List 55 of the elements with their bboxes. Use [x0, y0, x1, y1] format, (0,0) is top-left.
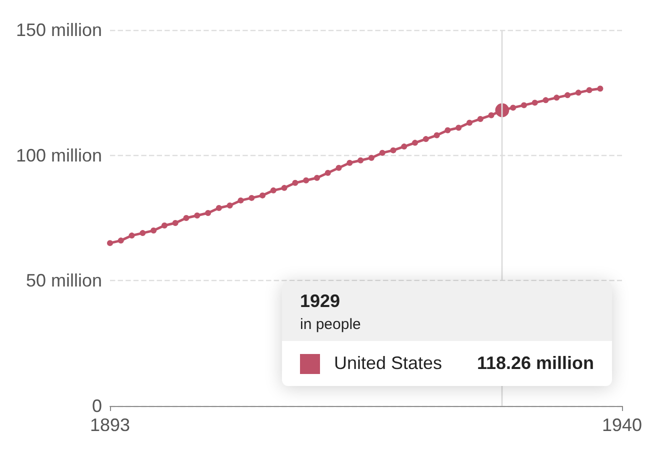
point: [226, 202, 233, 208]
point: [270, 187, 276, 194]
point: [422, 136, 429, 142]
annotation: 118.26 million: [476, 353, 594, 374]
point: [281, 184, 288, 191]
point: [532, 100, 538, 106]
y-tick-label: 0: [92, 396, 102, 416]
point: [194, 212, 200, 218]
point: [140, 230, 146, 236]
point: [324, 170, 331, 176]
x-tick-label: 1940: [602, 415, 642, 435]
point: [248, 194, 255, 201]
annotation: 1929: [300, 291, 342, 312]
point: [554, 94, 560, 101]
point: [358, 157, 364, 164]
point: [303, 177, 310, 184]
point: [379, 150, 386, 156]
point: [575, 90, 582, 96]
point: [314, 174, 320, 181]
y-tick-label: 150 million: [16, 20, 102, 40]
point: [444, 127, 451, 134]
point: [128, 232, 135, 239]
point: [520, 102, 527, 108]
x-tick-label: 1893: [90, 415, 130, 435]
point: [401, 144, 408, 150]
point: [260, 192, 266, 198]
y-tick-label: 100 million: [16, 145, 102, 166]
point: [488, 112, 494, 118]
point: [336, 164, 342, 171]
point: [390, 147, 396, 154]
point: [477, 116, 484, 122]
annotation: in people: [300, 316, 362, 333]
legend-label: United States: [334, 353, 442, 374]
point: [292, 180, 298, 186]
point: [434, 132, 440, 138]
point: [542, 97, 549, 104]
point: [205, 210, 212, 216]
point: [150, 228, 157, 234]
point: [118, 238, 124, 244]
point: [172, 220, 178, 226]
point: [586, 87, 592, 94]
point: [161, 222, 168, 229]
point: [346, 160, 353, 166]
y-tick-label: 50 million: [26, 270, 102, 291]
point: [368, 154, 374, 161]
point: [412, 140, 418, 146]
point: [107, 240, 113, 246]
point: [456, 124, 462, 131]
point: [216, 204, 222, 211]
point: [564, 92, 571, 98]
point: [510, 104, 516, 111]
point: [597, 86, 604, 92]
point: [183, 215, 190, 221]
point: [238, 197, 244, 204]
point: [466, 120, 472, 126]
